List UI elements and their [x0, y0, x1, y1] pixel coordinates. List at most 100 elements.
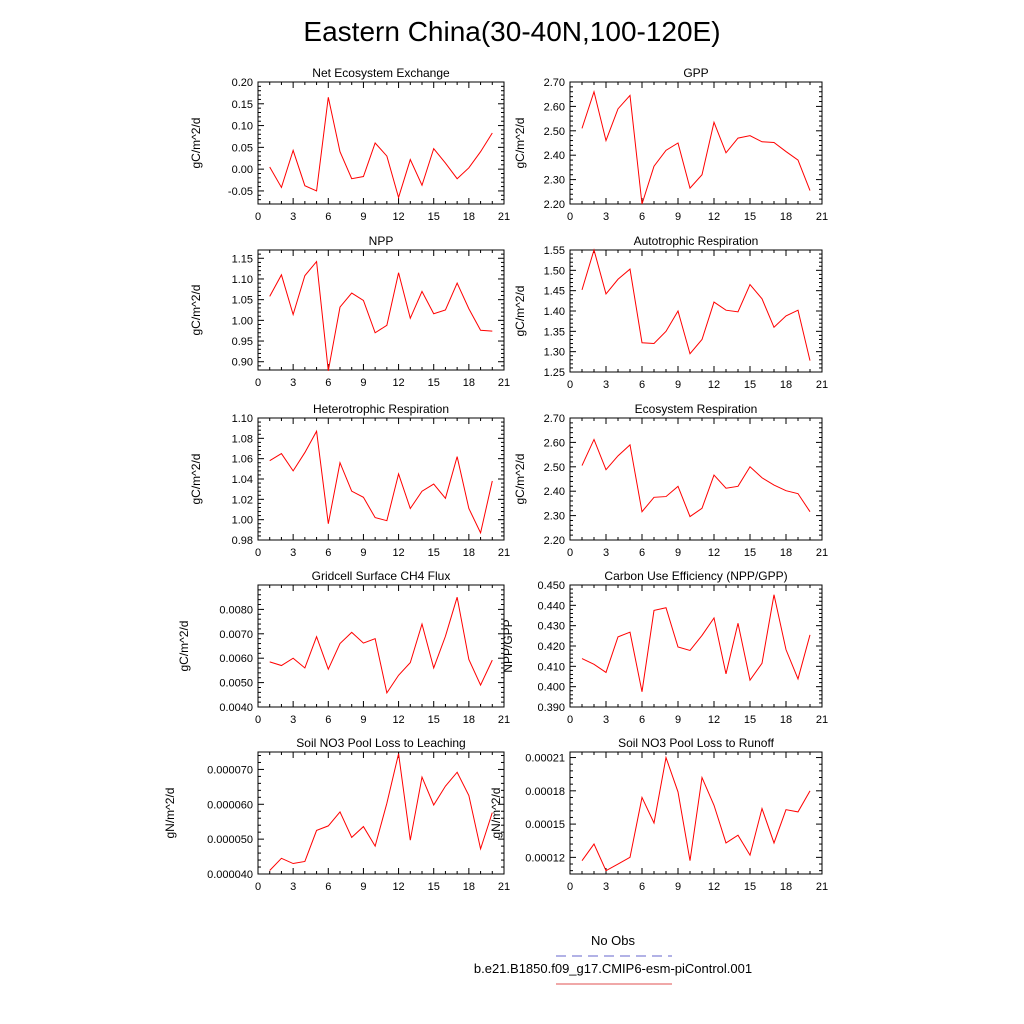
y-axis-label: gC/m^2/d [177, 621, 191, 672]
panel-soil-no3-pool-loss-to-leaching: Soil NO3 Pool Loss to Leaching gN/m^2/d 0 3… [163, 736, 510, 893]
series-line [581, 89, 811, 205]
y-tick-label: 1.06 [232, 454, 253, 466]
plot-frame [257, 584, 505, 708]
y-tick-label: 0.0070 [219, 629, 253, 641]
y-tick-label: 1.10 [232, 274, 253, 286]
panel-title: Carbon Use Efficiency (NPP/GPP) [604, 569, 787, 583]
x-tick-label: 12 [392, 377, 404, 389]
y-tick-label: 1.30 [544, 347, 565, 359]
x-tick-label: 9 [360, 211, 366, 223]
y-axis-label: gC/m^2/d [513, 118, 527, 169]
series-line [269, 753, 493, 871]
x-tick-label: 6 [639, 547, 645, 559]
x-tick-label: 9 [360, 547, 366, 559]
x-tick-label: 21 [816, 211, 828, 223]
legend-label-model: b.e21.B1850.f09_g17.CMIP6-esm-piControl.… [474, 961, 752, 976]
x-tick-label: 3 [290, 211, 296, 223]
plot-frame [257, 81, 505, 205]
x-tick-label: 18 [463, 714, 475, 726]
x-tick-label: 0 [567, 379, 573, 391]
x-tick-label: 6 [639, 211, 645, 223]
x-tick-label: 12 [708, 211, 720, 223]
x-tick-label: 15 [744, 379, 756, 391]
series-line [269, 429, 493, 535]
y-tick-label: 0.05 [232, 142, 253, 154]
plot-frame [257, 751, 505, 875]
x-tick-label: 9 [675, 379, 681, 391]
plot-frame [569, 417, 823, 541]
x-tick-label: 18 [780, 881, 792, 893]
x-tick-label: 0 [567, 211, 573, 223]
x-tick-label: 21 [498, 714, 510, 726]
y-tick-label: 0.0080 [219, 604, 253, 616]
y-tick-label: 0.90 [232, 357, 253, 369]
y-tick-label: 2.70 [544, 413, 565, 425]
y-tick-label: 0.000050 [207, 834, 253, 846]
x-tick-label: 21 [816, 547, 828, 559]
panel-title: Soil NO3 Pool Loss to Leaching [296, 736, 465, 750]
y-tick-label: 0.000060 [207, 799, 253, 811]
x-tick-label: 6 [639, 379, 645, 391]
x-tick-label: 12 [392, 714, 404, 726]
y-tick-label: 0.0050 [219, 678, 253, 690]
x-tick-label: 12 [708, 379, 720, 391]
x-tick-label: 3 [603, 881, 609, 893]
x-tick-label: 9 [675, 881, 681, 893]
x-tick-label: 0 [255, 547, 261, 559]
series-line [269, 260, 493, 371]
panel-gridcell-surface-ch4-flux: Gridcell Surface CH4 Flux gC/m^2/d 0 3 6 9 12 1… [177, 569, 510, 726]
panel-carbon-use-efficiency-npp-gpp: Carbon Use Efficiency (NPP/GPP) NPP/GPP 0 3… [501, 569, 828, 726]
y-tick-label: 0.00021 [525, 753, 565, 765]
x-tick-label: 6 [639, 881, 645, 893]
y-tick-label: 0.00015 [525, 819, 565, 831]
y-tick-label: 1.00 [232, 315, 253, 327]
y-tick-label: 2.30 [544, 511, 565, 523]
x-tick-label: 0 [567, 881, 573, 893]
x-tick-label: 21 [816, 714, 828, 726]
x-tick-label: 15 [428, 377, 440, 389]
x-tick-label: 15 [744, 881, 756, 893]
y-tick-label: 1.35 [544, 326, 565, 338]
y-tick-label: 0.00018 [525, 786, 565, 798]
x-tick-label: 3 [603, 379, 609, 391]
y-axis-label: gN/m^2/d [163, 788, 177, 839]
y-tick-label: 0.000040 [207, 869, 253, 881]
y-tick-label: 0.400 [537, 682, 565, 694]
y-tick-label: 2.40 [544, 150, 565, 162]
y-tick-label: 1.15 [232, 253, 253, 265]
panel-net-ecosystem-exchange: Net Ecosystem Exchange gC/m^2/d 0 3 6 9 12 15 18… [189, 66, 510, 223]
plot-frame [257, 249, 505, 371]
x-tick-label: 9 [675, 714, 681, 726]
panel-gpp: GPP gC/m^2/d 0 3 6 9 12 15 18 21 2.20 2.30 2.40 2.50 2… [513, 66, 828, 223]
x-tick-label: 9 [675, 211, 681, 223]
panel-soil-no3-pool-loss-to-runoff: Soil NO3 Pool Loss to Runoff gN/m^2/d 0 3 6 9… [489, 736, 828, 893]
x-tick-label: 21 [816, 379, 828, 391]
x-tick-label: 3 [290, 881, 296, 893]
plot-frame [569, 751, 823, 875]
x-tick-label: 15 [428, 547, 440, 559]
x-tick-label: 9 [360, 377, 366, 389]
x-tick-label: 0 [567, 547, 573, 559]
y-tick-label: 0.420 [537, 641, 565, 653]
plot-frame [569, 81, 823, 205]
y-tick-label: 2.40 [544, 486, 565, 498]
x-tick-label: 18 [780, 379, 792, 391]
x-tick-label: 12 [708, 547, 720, 559]
x-tick-label: 6 [325, 881, 331, 893]
series-line [581, 248, 811, 361]
x-tick-label: 18 [780, 714, 792, 726]
plot-frame [257, 417, 505, 541]
x-tick-label: 3 [603, 211, 609, 223]
y-axis-label: gC/m^2/d [189, 118, 203, 169]
x-tick-label: 9 [360, 881, 366, 893]
x-tick-label: 3 [290, 714, 296, 726]
y-tick-label: 1.50 [544, 265, 565, 277]
y-axis-label: gN/m^2/d [489, 788, 503, 839]
y-tick-label: 1.02 [232, 494, 253, 506]
x-tick-label: 21 [498, 547, 510, 559]
y-tick-label: 0.00012 [525, 852, 565, 864]
x-tick-label: 6 [325, 547, 331, 559]
panel-npp: NPP gC/m^2/d 0 3 6 9 12 15 18 21 0.90 0.95 1.00 1.05 1… [189, 234, 510, 389]
x-tick-label: 3 [290, 547, 296, 559]
x-tick-label: 12 [392, 881, 404, 893]
